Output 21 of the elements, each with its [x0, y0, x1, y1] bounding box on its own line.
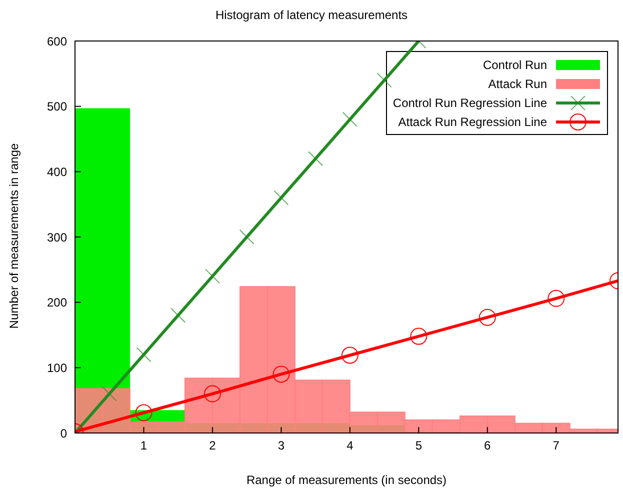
legend-label: Attack Run Regression Line — [398, 114, 547, 128]
legend-label: Attack Run — [488, 76, 547, 90]
y-tick-label: 0 — [60, 426, 68, 440]
x-tick-label: 2 — [209, 438, 216, 453]
x-tick-label: 6 — [484, 438, 492, 453]
x-axis-title: Range of measurements (in seconds) — [245, 473, 448, 487]
y-tick-label: 200 — [46, 296, 68, 310]
x-tick-label: 5 — [415, 438, 422, 453]
x-tick-label: 1 — [140, 438, 148, 453]
legend-label: Control Run — [482, 58, 547, 72]
y-tick-label: 600 — [46, 34, 68, 48]
x-tick-label: 4 — [346, 438, 354, 453]
y-tick-label: 300 — [46, 230, 68, 244]
legend-label: Control Run Regression Line — [392, 96, 547, 110]
chart-title: Histogram of latency measurements — [214, 8, 409, 22]
y-tick-label: 500 — [46, 100, 68, 114]
x-tick-label: 3 — [278, 438, 285, 453]
y-axis-title: Number of measurements in range — [7, 142, 21, 331]
y-tick-label: 400 — [46, 164, 68, 179]
y-tick-label: 100 — [46, 360, 68, 375]
x-tick-label: 7 — [552, 438, 560, 453]
